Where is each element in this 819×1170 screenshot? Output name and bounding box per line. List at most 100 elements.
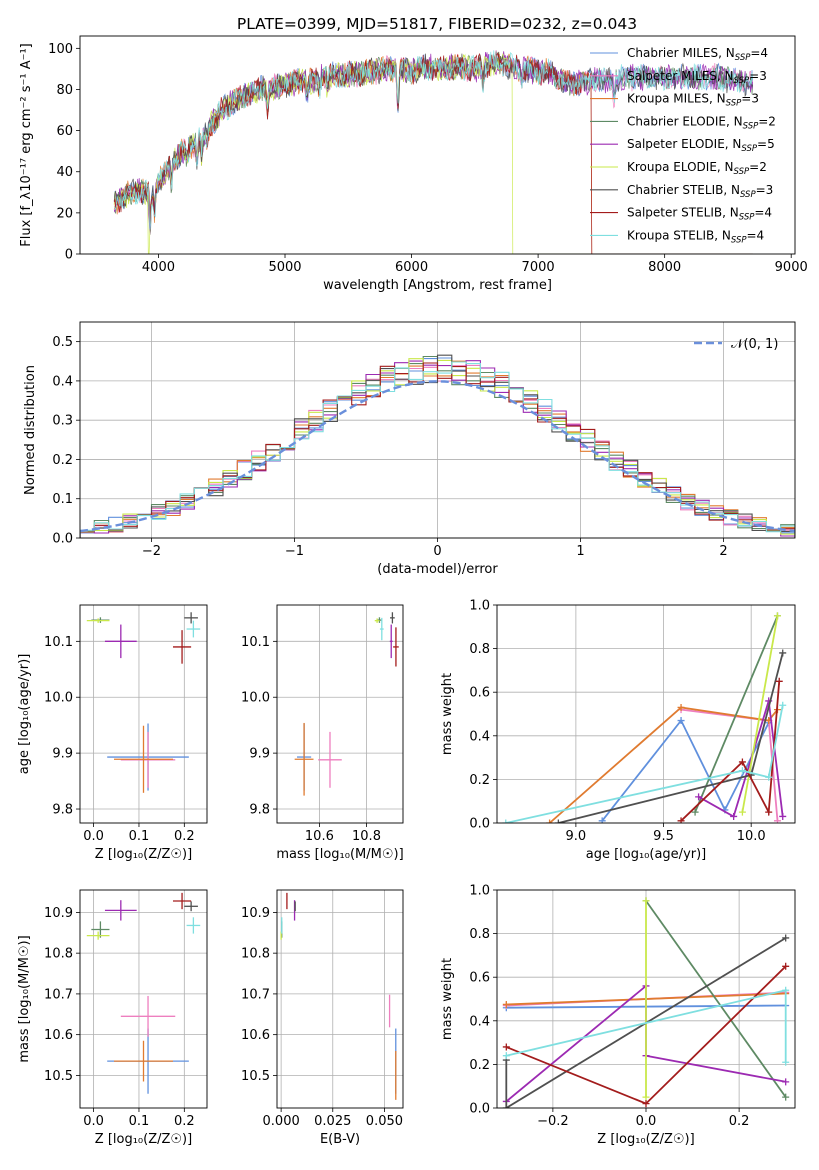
y-axis-label: age [log₁₀(age/yr)] [17,654,32,775]
plot-frame [276,889,404,1109]
histogram-group [80,354,795,538]
mass-weight-marker [773,612,781,620]
mass-weight-line [558,652,784,823]
mass-weight-marker [775,677,783,685]
x-axis-label: Z [log₁₀(Z/Z☉)] [597,1132,694,1147]
x-tick-label: 9000 [775,260,808,275]
y-tick-label: 0.6 [469,686,490,701]
x-tick-label: 10.8 [352,829,381,844]
y-tick-label: 20 [56,206,73,221]
y-tick-label: 10.1 [241,635,270,650]
errorbar-point [104,900,137,921]
x-tick-label: 1 [576,544,584,559]
y-tick-label: 0.3 [52,414,73,429]
histogram-step [80,361,795,538]
y-tick-label: 1.0 [469,599,490,614]
x-tick-label: 10.0 [737,829,766,844]
errorbar-point [186,917,201,934]
y-axis-label: mass weight [440,673,455,755]
mass-weight-marker [502,1043,510,1051]
y-tick-label: 10.6 [44,1028,73,1043]
y-tick-label: 10.5 [241,1069,270,1084]
x-tick-label: −2 [142,544,161,559]
x-axis-label: Z [log₁₀(Z/Z☉)] [95,1132,192,1147]
plot-frame [276,604,404,824]
legend-entry: Chabrier STELIB, NSSP=3 [627,183,773,200]
mass-weight-marker [782,962,790,970]
figure-title: PLATE=0399, MJD=51817, FIBERID=0232, z=0… [237,15,637,33]
mass-weight-marker [782,1093,790,1101]
x-axis-label: (data-model)/error [377,562,498,577]
mass_vs_EBV-panel: 0.000 0.025 0.050 10.5 10.6 10.7 10.8 10.9 E(B-V… [241,889,404,1147]
plot-frame [496,604,796,824]
plot-frame [79,321,796,539]
errorbar-point [393,627,399,667]
x-tick-label: 0.2 [174,829,195,844]
mass-weight-marker [738,808,746,816]
y-tick-label: 10.8 [241,947,270,962]
mass-weight-marker [695,793,703,801]
mass-weight-marker [502,819,510,823]
residuals-panel: −2 −1 0 1 2 0.0 0.1 0.2 0.3 0.4 0.5 (data-model)/er… [23,321,796,577]
y-tick-label: 0.5 [52,335,73,350]
mass-weight-marker [738,758,746,766]
mass-weight-marker [765,808,773,816]
y-tick-label: 0.8 [469,927,490,942]
y-tick-label: 9.8 [52,803,73,818]
y-tick-label: 0.4 [469,1014,490,1029]
mass-weight-line [505,705,784,823]
spectrum-panel: 4000 5000 6000 7000 8000 9000 0 20 40 60 80 100 wave… [19,35,808,293]
y-axis-label: Flux [f_λ10⁻¹⁷ erg cm⁻² s⁻¹ A⁻¹] [19,43,34,247]
mass-weight-marker [642,897,650,905]
x-tick-label: 2 [719,544,727,559]
mass-weight-marker [779,812,787,820]
legend-entry: Chabrier MILES, NSSP=4 [627,46,768,63]
mass-weight-line [505,937,787,1108]
mass-weight-marker [779,649,787,657]
y-axis-label: mass [log₁₀(M/M☉)] [17,935,32,1062]
errorbar-point [120,995,176,1037]
mass-weight-marker [677,817,685,823]
errorbar-point [389,624,393,659]
mass-weight-marker [730,812,738,820]
y-tick-label: 0.4 [52,374,73,389]
x-axis-label: E(B-V) [320,1132,360,1147]
mass-weight-marker [765,773,773,781]
x-tick-label: 5000 [268,260,301,275]
y-tick-label: 10.8 [44,947,73,962]
mass-weight-marker [642,1093,650,1101]
y-tick-label: 0.2 [52,453,73,468]
spectrum-series-line [113,51,754,226]
x-tick-label: 0.0 [636,1114,657,1129]
errorbar-point [379,617,384,641]
y-tick-label: 60 [56,124,73,139]
x-tick-label: 0.000 [263,1114,300,1129]
spectrum-legend: Chabrier MILES, NSSP=4 Salpeter MILES, NS… [590,46,776,245]
mass-weight-marker [738,767,746,775]
y-tick-label: 9.9 [249,747,270,762]
errorbar-point [172,630,192,664]
y-tick-label: 40 [56,165,73,180]
x-tick-label: 10.6 [305,829,334,844]
mass-weight-line [741,615,779,813]
y-tick-label: 0.8 [469,642,490,657]
massweight_vs_age-panel: 9.0 9.5 10.0 0.0 0.2 0.4 0.6 0.8 1.0 age [log₁₀(a… [440,599,796,862]
mass-weight-marker [782,986,790,994]
mass-weight-marker [677,717,685,725]
x-tick-label: 0.0 [83,829,104,844]
errorbar-point [184,901,198,912]
errorbar-point [294,722,314,796]
x-tick-label: 0 [433,544,441,559]
y-tick-label: 0.4 [469,729,490,744]
x-tick-label: 0.2 [729,1114,750,1129]
x-tick-label: 0.0 [83,1114,104,1129]
spectrum-lines [113,49,754,254]
mass-weight-marker [677,703,685,711]
y-tick-label: 0.2 [469,773,490,788]
plot-frame [79,604,208,824]
y-tick-label: 9.9 [52,747,73,762]
y-tick-label: 10.7 [44,987,73,1002]
y-tick-label: 0.6 [469,971,490,986]
x-tick-label: 8000 [648,260,681,275]
